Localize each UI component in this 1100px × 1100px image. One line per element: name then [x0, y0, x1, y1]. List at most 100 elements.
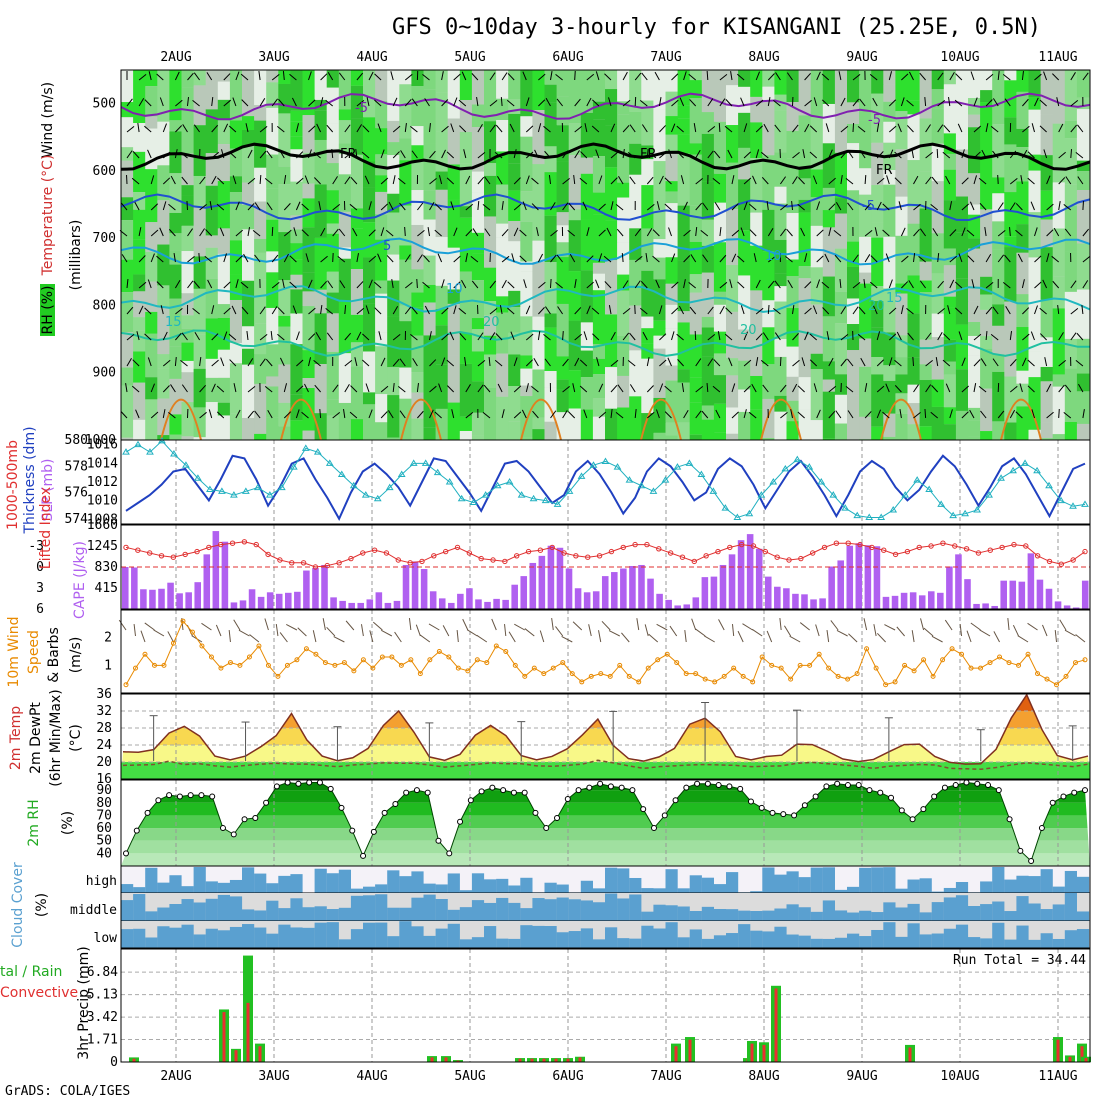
wind-barb	[550, 229, 558, 237]
cloud-bar	[278, 924, 291, 948]
wind-barb	[835, 410, 842, 419]
tick-label: 90	[96, 783, 112, 798]
slp-marker	[337, 470, 346, 478]
bottom-date-label: 5AUG	[454, 1069, 485, 1084]
wind-barb	[170, 175, 176, 185]
wind-barb	[548, 175, 551, 185]
rh-cell	[145, 116, 158, 129]
wind-barb	[615, 412, 624, 419]
cloud-bar	[217, 882, 230, 893]
wind-barb	[876, 177, 885, 185]
precip-convective-bar	[674, 1046, 678, 1062]
wind-barb	[683, 201, 688, 211]
wind-barb	[944, 619, 953, 631]
rh-marker	[823, 783, 830, 790]
rh-cell	[1004, 144, 1017, 193]
li-marker	[999, 544, 1005, 551]
rh-cell	[459, 100, 473, 133]
slp-marker	[361, 491, 370, 498]
rh-band	[121, 828, 1090, 841]
wind-barb	[264, 618, 269, 631]
wind-marker	[503, 649, 509, 654]
rh-cell	[423, 219, 436, 256]
wind-barb	[730, 71, 733, 81]
rh-cell	[617, 70, 630, 102]
rh-cell	[302, 306, 315, 351]
wind-barb	[864, 229, 873, 237]
wind-barb	[925, 151, 933, 159]
wind-barb	[822, 307, 830, 315]
wind-barb	[598, 229, 606, 237]
rh-cell	[326, 313, 340, 352]
rh-cell	[592, 273, 606, 291]
rh-cell	[665, 191, 678, 204]
rh-cell	[254, 323, 267, 355]
cloud-bar	[229, 896, 243, 921]
rh-cell	[701, 245, 715, 273]
rh-cell	[968, 321, 981, 336]
wind-barb	[235, 201, 240, 211]
rh-cell	[968, 173, 981, 205]
rh-cell	[387, 254, 400, 281]
wind-barb	[282, 70, 285, 81]
rh-cell	[641, 159, 654, 186]
wind-barb	[748, 411, 757, 419]
cape-bar	[683, 604, 691, 609]
wind-barb	[761, 151, 769, 159]
tick-label: 28	[96, 721, 112, 736]
cloud-bar	[810, 938, 823, 948]
wind-marker	[769, 662, 775, 668]
wind-barb	[736, 73, 745, 81]
wind-barb	[755, 333, 763, 341]
tick-label: 0	[110, 1055, 118, 1070]
wind-barb	[671, 253, 676, 263]
rh-cell	[726, 358, 739, 376]
isotherm-line	[120, 193, 1091, 222]
wind-barb	[882, 411, 890, 419]
cloud-bar	[774, 874, 787, 893]
rh-cell	[350, 154, 364, 209]
rh-cell	[968, 70, 981, 99]
wind-marker	[883, 682, 889, 688]
axis-label: Wind (m/s)	[40, 82, 56, 158]
cloud-bar	[314, 922, 327, 948]
rh-cell	[713, 403, 727, 433]
cloud-bar	[217, 930, 230, 948]
wind-barb	[731, 411, 739, 419]
wind-barb	[550, 254, 557, 263]
rh-cell	[605, 260, 618, 315]
wind-barb	[477, 384, 484, 393]
rh-cell	[592, 214, 606, 263]
rh-cell	[592, 119, 606, 157]
wind-barb	[954, 99, 963, 107]
rh-cell	[411, 307, 424, 336]
wind-barb	[211, 97, 214, 107]
rh-cell	[786, 259, 799, 277]
rh-cell	[1004, 301, 1017, 343]
rh-cell	[665, 151, 678, 182]
wind-barb	[325, 99, 334, 107]
wind-barb	[719, 281, 728, 289]
rh-cell	[653, 432, 666, 440]
rh-cell	[883, 236, 896, 289]
wind-barb	[394, 631, 402, 643]
rh-cell	[387, 70, 400, 121]
cape-bar	[131, 567, 138, 609]
wind-barb	[859, 98, 866, 107]
wind-barb	[955, 73, 963, 81]
rh-cell	[217, 317, 231, 350]
wind-barb	[668, 149, 672, 159]
wind-barb	[608, 630, 620, 637]
rh-cell	[1076, 205, 1090, 244]
wind-barb	[259, 334, 268, 341]
wind-marker	[303, 646, 309, 652]
rh-cell	[592, 358, 606, 375]
wind-barb	[1009, 331, 1013, 341]
wind-barb	[622, 149, 625, 159]
slp-line	[125, 440, 1086, 519]
cape-bar	[321, 564, 328, 609]
rh-cell	[629, 396, 642, 440]
wind-barb	[937, 252, 940, 263]
rh-cell	[326, 223, 340, 234]
isotherm-line	[120, 329, 1090, 357]
